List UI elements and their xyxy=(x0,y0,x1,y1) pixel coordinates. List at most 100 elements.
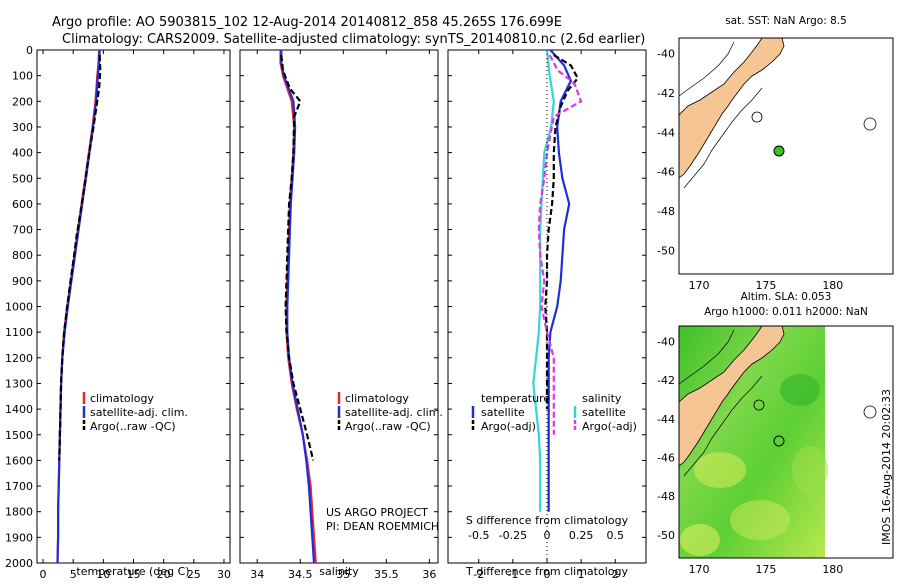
new-zealand-land xyxy=(679,326,785,467)
legend-satellite-label: satellite-adj. clim. xyxy=(90,406,188,419)
legend-salinity-satellite-label: satellite xyxy=(582,406,626,419)
depth-contour xyxy=(679,329,763,477)
series-line-salinity-argo-adj- xyxy=(537,54,583,435)
series-line-argo-raw-qc- xyxy=(58,55,102,461)
depth-tick-label: 1500 xyxy=(5,429,33,442)
map-x-tick-label: 175 xyxy=(755,279,776,292)
depth-tick-label: 1000 xyxy=(5,301,33,314)
x-tick-label: -1 xyxy=(507,568,518,580)
map-x-tick-label: 170 xyxy=(689,279,710,292)
depth-tick-label: 500 xyxy=(12,172,33,185)
map-y-tick-label: -48 xyxy=(657,490,675,503)
depth-tick-label: 1200 xyxy=(5,352,33,365)
depth-tick-label: 300 xyxy=(12,121,33,134)
new-zealand-land xyxy=(679,38,785,179)
argo-float-marker xyxy=(773,145,785,157)
temperature-legend: climatology satellite-adj. clim. Argo(..… xyxy=(82,392,188,433)
x-tick-label: 30 xyxy=(217,568,231,580)
island-contour xyxy=(753,399,765,411)
depth-tick-label: 1600 xyxy=(5,454,33,467)
legend-temperature-title: temperature xyxy=(481,392,550,405)
sla-patch xyxy=(694,452,746,488)
depth-tick-label: 2000 xyxy=(5,557,33,570)
legend-climatology-label: climatology xyxy=(345,392,409,405)
x-tick-label: 10 xyxy=(96,568,110,580)
header-line2: Climatology: CARS2009. Satellite-adjuste… xyxy=(62,32,645,47)
legend-argo-label: Argo(..raw -QC) xyxy=(90,420,176,433)
depth-tick-label: 1100 xyxy=(5,326,33,339)
island-contour xyxy=(751,111,763,123)
map-y-tick-label: -42 xyxy=(657,87,675,100)
x-tick-label: 20 xyxy=(157,568,171,580)
x-tick-label: 2 xyxy=(612,568,619,580)
project-line1: US ARGO PROJECT xyxy=(326,506,428,519)
s-tick-label: 0 xyxy=(544,529,551,542)
map-y-tick-label: -44 xyxy=(657,126,675,139)
map-y-tick-label: -40 xyxy=(657,335,675,348)
map-y-tick-label: -50 xyxy=(657,244,675,257)
depth-tick-label: 200 xyxy=(12,95,33,108)
x-tick-label: -2 xyxy=(473,568,484,580)
temperature-xlabel: temperature (deg C) xyxy=(76,565,189,578)
map-x-tick-label: 180 xyxy=(822,563,843,576)
difference-series xyxy=(532,50,583,512)
island-contour xyxy=(863,117,877,131)
x-tick-label: 25 xyxy=(187,568,201,580)
salinity-panel-frame xyxy=(239,49,439,564)
sla-map-title1: Altim. SLA: 0.053 xyxy=(741,291,832,303)
depth-tick-label: 800 xyxy=(12,249,33,262)
legend-temperature-argo-label: Argo(-adj) xyxy=(481,420,536,433)
depth-contour xyxy=(679,41,763,189)
legend-temperature-satellite-label: satellite xyxy=(481,406,525,419)
depth-tick-label: 1800 xyxy=(5,506,33,519)
x-tick-label: 35.5 xyxy=(374,568,399,580)
depth-tick-label: 0 xyxy=(26,44,33,57)
argo-float-marker xyxy=(773,435,785,447)
map-y-tick-label: -40 xyxy=(657,48,675,61)
sla-patch xyxy=(680,524,720,556)
sla-map xyxy=(679,326,893,558)
difference-legend: temperature satellite Argo(-adj) salinit… xyxy=(471,392,637,433)
series-line-temperature-argo-adj- xyxy=(544,54,579,410)
depth-tick-label: 600 xyxy=(12,198,33,211)
salinity-legend: climatology satellite-adj. clim. Argo(..… xyxy=(326,392,443,533)
sla-patch xyxy=(730,500,790,540)
sla-patch xyxy=(780,374,820,406)
map-x-tick-label: 180 xyxy=(822,279,843,292)
depth-tick-label: 900 xyxy=(12,275,33,288)
legend-satellite-label: satellite-adj. clim. xyxy=(345,406,443,419)
axis-ticks: 0100200300400500600700800900100011001200… xyxy=(5,44,843,581)
depth-tick-label: 1700 xyxy=(5,480,33,493)
x-tick-label: 5 xyxy=(70,568,77,580)
salinity-series xyxy=(279,50,317,563)
sla-map-title2: Argo h1000: 0.011 h2000: NaN xyxy=(704,306,868,318)
temperature-series xyxy=(56,50,102,563)
island-contour xyxy=(863,405,877,419)
legend-salinity-title: salinity xyxy=(582,392,622,405)
legend-salinity-argo-label: Argo(-adj) xyxy=(582,420,637,433)
x-tick-label: 34 xyxy=(250,568,264,580)
s-tick-label: -0.5 xyxy=(468,529,489,542)
sla-patch xyxy=(792,446,828,494)
series-line-temperature-satellite xyxy=(547,50,573,512)
s-tick-label: 0.25 xyxy=(569,529,594,542)
sst-map-background xyxy=(679,38,893,274)
map-x-tick-label: 175 xyxy=(755,563,776,576)
depth-tick-label: 1300 xyxy=(5,377,33,390)
depth-tick-label: 700 xyxy=(12,224,33,237)
x-tick-label: 34.5 xyxy=(288,568,313,580)
sla-patches xyxy=(680,374,828,556)
x-tick-label: 1 xyxy=(578,568,585,580)
temperature-panel-frame xyxy=(36,49,231,564)
difference-xlabel: T difference from climatology xyxy=(465,565,628,578)
s-tick-label: -0.25 xyxy=(499,529,527,542)
sst-map-title: sat. SST: NaN Argo: 8.5 xyxy=(725,15,847,27)
x-tick-label: 36 xyxy=(422,568,436,580)
sla-map-frame xyxy=(678,325,894,559)
x-tick-label: 0 xyxy=(40,568,47,580)
salinity-xlabel: salinity xyxy=(319,565,359,578)
x-tick-label: 35 xyxy=(336,568,350,580)
map-y-tick-label: -46 xyxy=(657,166,675,179)
map-y-tick-label: -50 xyxy=(657,529,675,542)
